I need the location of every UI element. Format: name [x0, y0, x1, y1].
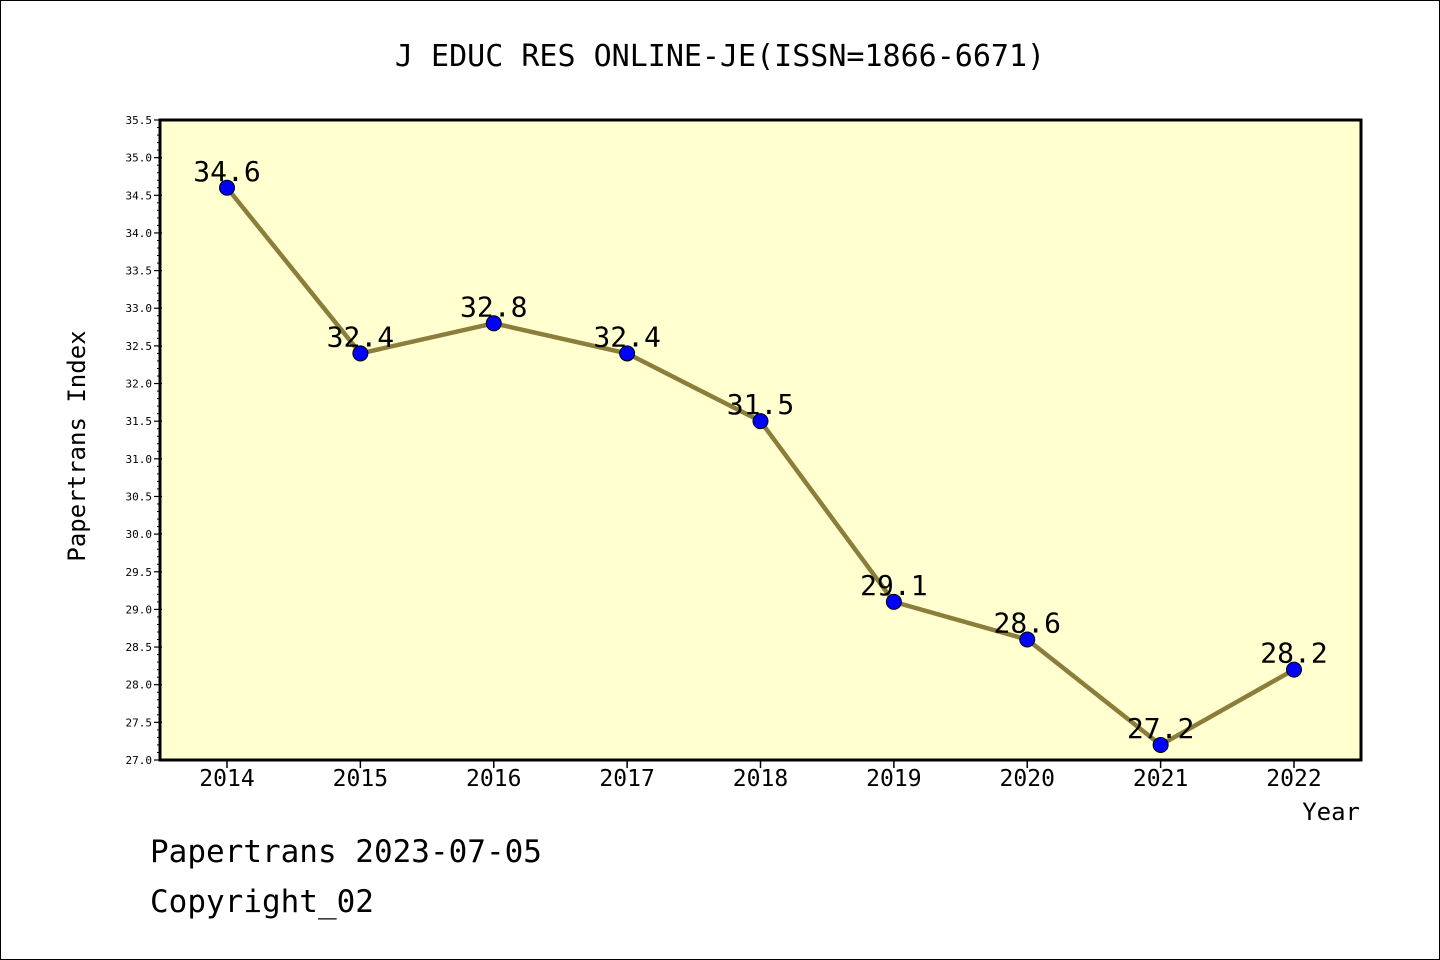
data-label: 28.6 [994, 607, 1061, 640]
data-point [1286, 661, 1302, 678]
y-tick-label: 35.0 [126, 152, 153, 165]
data-point [1019, 631, 1036, 648]
y-tick-label: 32.0 [126, 378, 153, 391]
data-label: 27.2 [1127, 712, 1194, 745]
series-layer: 34.6 32.4 32.8 32.4 31.5 29.1 28.6 27.2 28.2 [193, 155, 1328, 753]
x-axis-label: Year [1302, 798, 1360, 826]
chart-title: J EDUC RES ONLINE-JE(ISSN=1866-6671) [395, 39, 1045, 74]
y-tick-label: 30.5 [126, 490, 153, 503]
y-tick-label: 35.5 [126, 114, 153, 127]
data-point [752, 413, 769, 430]
data-label: 31.5 [727, 388, 794, 421]
y-tick-label: 31.0 [126, 453, 153, 466]
x-tick-label: 2018 [733, 766, 788, 792]
y-tick-label: 30.0 [126, 528, 153, 541]
y-tick-label: 34.5 [126, 189, 153, 202]
y-tick-label: 33.5 [126, 265, 153, 278]
plot-border [158, 118, 1363, 762]
x-tick-label: 2017 [599, 766, 654, 792]
footer-copyright: Copyright_02 [150, 884, 374, 920]
y-axis-label: Papertrans Index [63, 330, 91, 561]
footer-source-date: Papertrans 2023-07-05 [150, 834, 542, 870]
x-tick-label: 2022 [1266, 766, 1321, 792]
y-tick-label: 31.5 [126, 415, 153, 428]
plot-area [160, 120, 1361, 760]
data-label: 32.8 [460, 290, 527, 323]
x-tick-label: 2019 [866, 766, 921, 792]
y-tick-label: 29.5 [126, 566, 153, 579]
data-point [352, 345, 369, 362]
y-tick-label: 32.5 [126, 340, 153, 353]
data-point [885, 593, 902, 610]
y-tick-label: 29.0 [126, 603, 153, 616]
data-label: 32.4 [327, 320, 394, 353]
x-tick-label: 2021 [1133, 766, 1188, 792]
y-tick-label: 28.0 [126, 679, 153, 692]
data-point [619, 345, 636, 362]
x-tick-label: 2016 [466, 766, 521, 792]
y-tick-label: 33.0 [126, 302, 153, 315]
data-label: 34.6 [193, 155, 260, 188]
y-tick-label: 28.5 [126, 641, 153, 654]
y-axis: 27.0 27.5 28.0 28.5 29.0 29.5 30.0 30.5 31.0 31.5… [126, 114, 162, 767]
y-tick-label: 34.0 [126, 227, 153, 240]
x-tick-label: 2015 [333, 766, 388, 792]
x-tick-label: 2014 [199, 766, 254, 792]
data-label: 29.1 [860, 569, 927, 602]
x-axis: 2014 2015 2016 2017 2018 2019 2020 2021 2022 [199, 760, 1322, 792]
y-tick-label: 27.0 [126, 754, 153, 767]
data-point [485, 315, 502, 332]
y-tick-label: 27.5 [126, 716, 153, 729]
data-point [1152, 736, 1169, 753]
data-label: 32.4 [593, 320, 660, 353]
x-tick-label: 2020 [1000, 766, 1055, 792]
data-label: 28.2 [1260, 637, 1327, 670]
data-point [219, 179, 235, 196]
